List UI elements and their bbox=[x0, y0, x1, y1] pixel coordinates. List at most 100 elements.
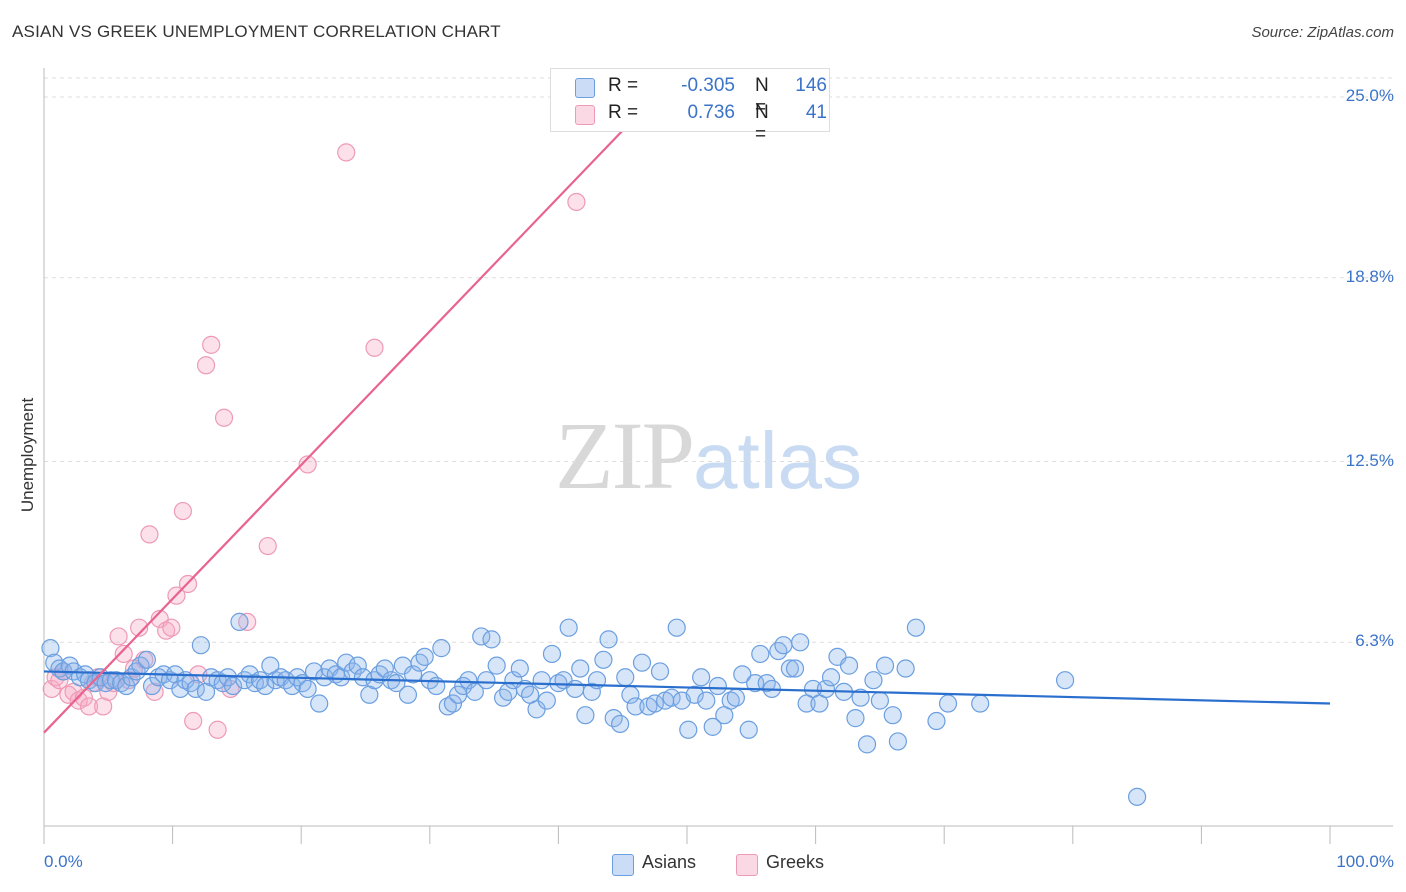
greeks-point bbox=[59, 685, 78, 704]
asians-point bbox=[626, 697, 645, 716]
asians-point bbox=[582, 682, 601, 701]
greeks-point bbox=[69, 691, 88, 710]
greeks-point bbox=[298, 455, 317, 474]
greeks-points bbox=[42, 143, 586, 739]
asians-point bbox=[304, 662, 324, 681]
asians-point bbox=[927, 711, 946, 731]
greeks-point bbox=[157, 621, 176, 640]
legend-swatch-asians bbox=[612, 854, 634, 876]
asians-point bbox=[537, 691, 556, 710]
legend-n-label: N = bbox=[755, 102, 769, 145]
chart-title: ASIAN VS GREEK UNEMPLOYMENT CORRELATION … bbox=[12, 22, 501, 41]
asians-point bbox=[266, 671, 285, 690]
greeks-point bbox=[79, 697, 99, 716]
legend-label-greeks: Greeks bbox=[766, 852, 825, 872]
asians-point bbox=[112, 674, 131, 693]
legend-n-label: N = bbox=[755, 75, 769, 118]
asians-point bbox=[472, 627, 491, 646]
asians-point bbox=[971, 694, 990, 713]
asians-point bbox=[875, 656, 895, 675]
asians-point bbox=[240, 665, 259, 684]
asians-point bbox=[117, 676, 136, 696]
x-tick-label-max: 100.0% bbox=[1336, 852, 1394, 871]
legend-r-label: R = bbox=[608, 102, 639, 123]
asians-point bbox=[896, 659, 915, 678]
greeks-point bbox=[258, 536, 277, 556]
asians-point bbox=[571, 659, 590, 678]
greeks-point bbox=[162, 618, 181, 637]
asians-point bbox=[298, 679, 317, 699]
asians-point bbox=[482, 630, 501, 649]
greeks-point bbox=[114, 644, 133, 664]
greeks-point bbox=[337, 143, 356, 162]
legend-r-value: 0.736 bbox=[687, 102, 735, 123]
asians-point bbox=[594, 650, 613, 669]
asians-point bbox=[857, 735, 877, 754]
asians-point bbox=[515, 679, 535, 699]
asians-point bbox=[780, 659, 799, 678]
asians-point bbox=[757, 674, 776, 693]
asians-point bbox=[410, 653, 429, 672]
greeks-point bbox=[109, 627, 128, 646]
asians-point bbox=[599, 630, 618, 649]
asians-point bbox=[86, 674, 105, 693]
asians-point bbox=[443, 694, 463, 713]
asians-point bbox=[566, 679, 585, 699]
asians-point bbox=[785, 659, 805, 678]
greeks-point bbox=[130, 618, 149, 637]
greeks-point bbox=[202, 335, 221, 354]
legend-swatch-greeks bbox=[736, 854, 758, 876]
asians-point bbox=[510, 659, 529, 678]
asians-point bbox=[387, 674, 406, 693]
greeks-trend-line bbox=[43, 96, 656, 734]
asians-point bbox=[791, 633, 810, 652]
asians-point bbox=[106, 671, 126, 690]
legend-swatch-asians bbox=[575, 78, 595, 98]
grid-lines bbox=[44, 77, 1393, 643]
y-tick-label: 25.0% bbox=[1345, 86, 1394, 105]
x-tick-label-min: 0.0% bbox=[44, 852, 83, 871]
asians-point bbox=[774, 636, 793, 655]
asians-point bbox=[679, 720, 698, 739]
asians-point bbox=[703, 717, 722, 736]
asians-point bbox=[230, 612, 249, 631]
asians-point bbox=[310, 694, 329, 713]
asians-point bbox=[403, 665, 423, 684]
legend-label-asians: Asians bbox=[642, 852, 697, 872]
axes bbox=[43, 68, 1393, 844]
asians-point bbox=[870, 691, 890, 710]
asians-point bbox=[348, 656, 367, 675]
asians-point bbox=[846, 709, 865, 728]
asians-point bbox=[191, 636, 210, 655]
asians-point bbox=[415, 647, 434, 666]
asians-point bbox=[186, 679, 205, 699]
asians-point bbox=[137, 650, 156, 669]
legend-r-label: R = bbox=[608, 75, 639, 96]
asians-point bbox=[632, 653, 652, 672]
asians-point bbox=[883, 706, 902, 725]
greeks-point bbox=[365, 338, 384, 357]
asians-point bbox=[851, 688, 870, 707]
legend-swatch-greeks bbox=[575, 105, 595, 125]
asians-point bbox=[245, 674, 265, 693]
greeks-point bbox=[184, 711, 203, 731]
legend-n-value: 146 bbox=[795, 75, 827, 96]
y-tick-label: 12.5% bbox=[1345, 450, 1394, 470]
y-tick-label: 18.8% bbox=[1345, 266, 1394, 286]
asians-point bbox=[864, 671, 883, 690]
legend-r-value: -0.305 bbox=[681, 75, 735, 96]
asians-point bbox=[685, 685, 704, 704]
asians-point bbox=[697, 691, 716, 710]
asians-point bbox=[432, 639, 451, 658]
asians-point bbox=[692, 668, 711, 687]
asians-point bbox=[888, 732, 908, 751]
asians-point bbox=[1127, 787, 1147, 806]
asians-point bbox=[542, 644, 562, 664]
asians-point bbox=[616, 668, 635, 687]
asians-point bbox=[559, 618, 578, 637]
asians-point bbox=[487, 656, 506, 675]
asians-point bbox=[650, 662, 670, 681]
correlation-legend: R = -0.305 N = 146 R = 0.736 N = 41 bbox=[550, 68, 830, 145]
asians-point bbox=[1055, 671, 1075, 690]
